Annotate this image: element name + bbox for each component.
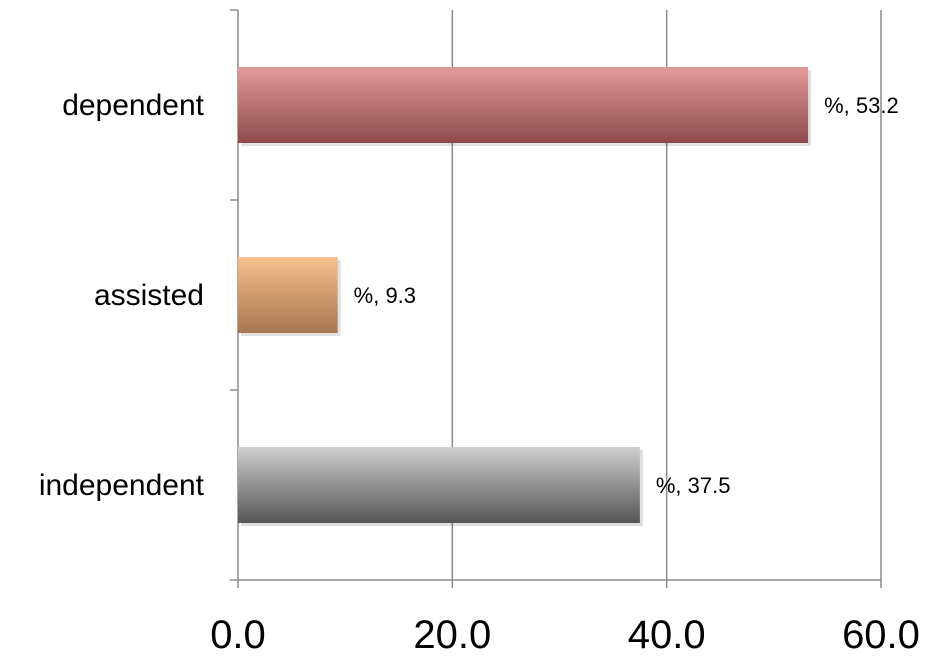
data-label: %, 37.5 [656,473,731,498]
x-tick-label: 20.0 [413,613,491,657]
bar-assisted [238,257,338,333]
category-label: dependent [62,89,204,122]
category-label: assisted [94,279,204,312]
bar-dependent [238,67,809,143]
category-label: independent [39,469,205,502]
data-label: %, 53.2 [824,93,899,118]
x-tick-label: 40.0 [628,613,706,657]
x-tick-label: 0.0 [210,613,266,657]
data-label: %, 9.3 [354,283,416,308]
x-tick-label: 60.0 [842,613,920,657]
bar-independent [238,447,640,523]
